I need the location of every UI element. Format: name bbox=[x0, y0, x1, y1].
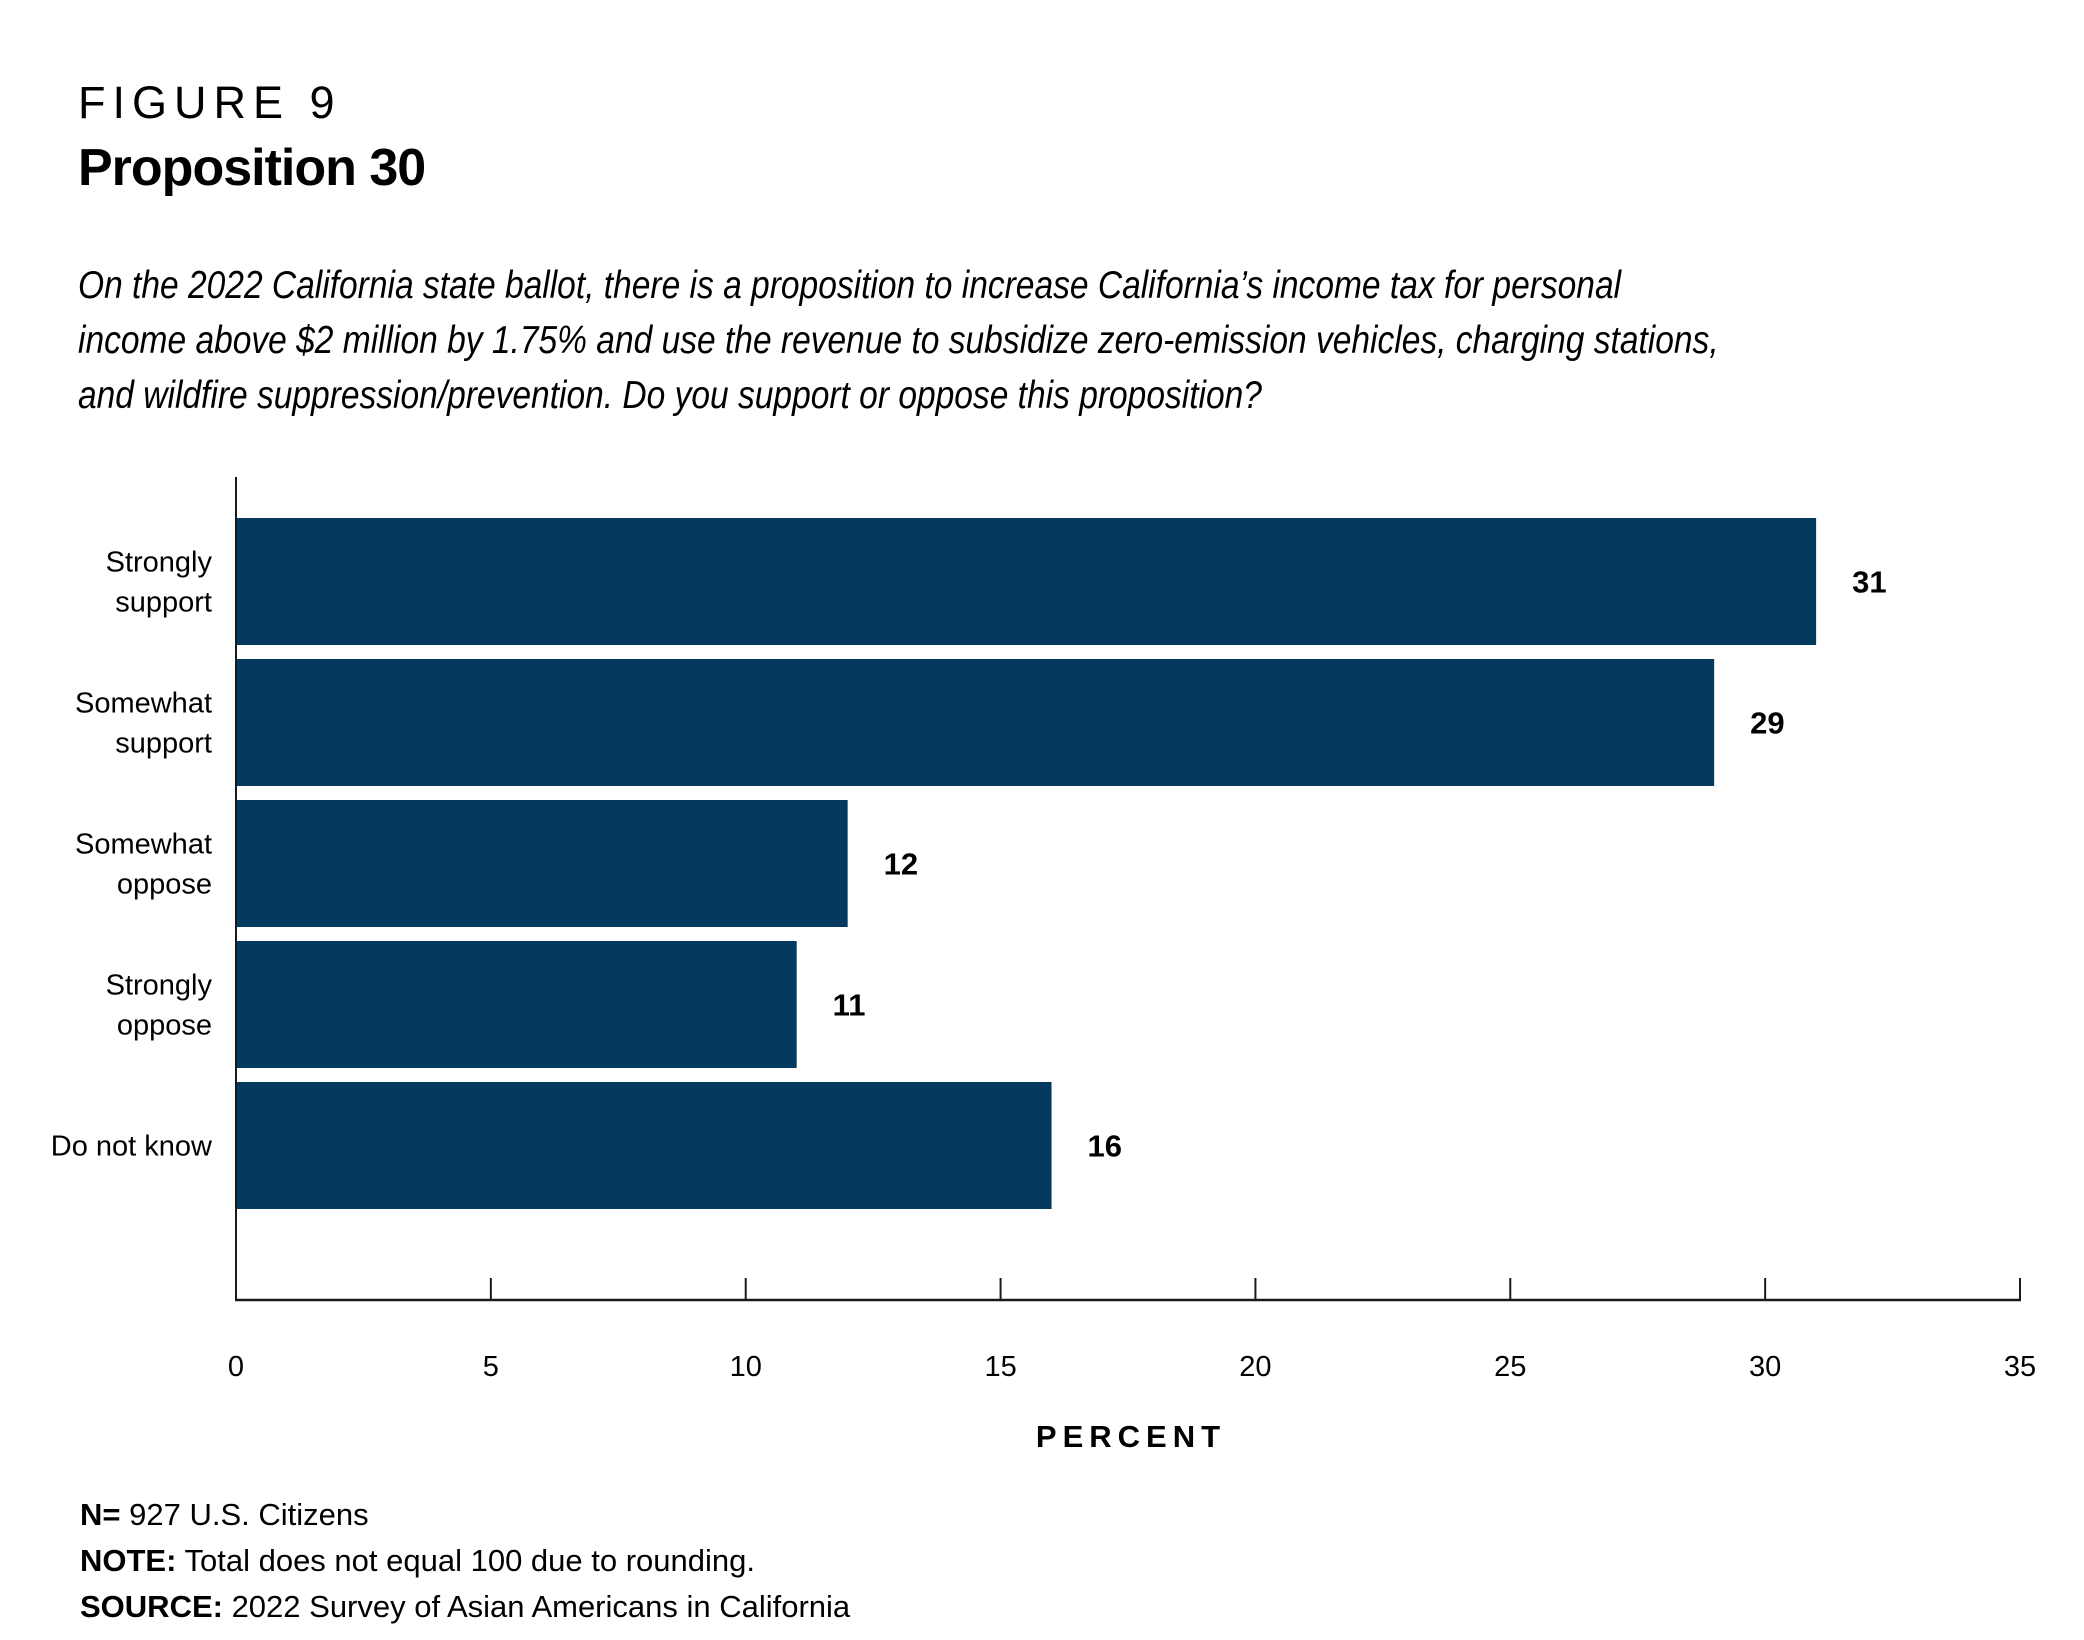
category-label-line: support bbox=[115, 587, 212, 619]
bar bbox=[236, 518, 1817, 645]
x-tick-label: 35 bbox=[2004, 1351, 2036, 1383]
rounding-note: NOTE: Total does not equal 100 due to ro… bbox=[80, 1538, 850, 1584]
footnote-label: SOURCE: bbox=[80, 1589, 223, 1624]
figure-title: Proposition 30 bbox=[78, 139, 426, 197]
question-line: On the 2022 California state ballot, the… bbox=[78, 264, 1622, 307]
x-tick-label: 10 bbox=[730, 1351, 762, 1383]
bar bbox=[236, 659, 1715, 786]
axes: 0 5 10 15 20 25 30 35 bbox=[228, 477, 2036, 1383]
x-tick-label: 20 bbox=[1239, 1351, 1271, 1383]
value-label: 12 bbox=[884, 847, 918, 882]
category-label-line: Strongly bbox=[106, 970, 213, 1002]
x-tick-label: 15 bbox=[984, 1351, 1016, 1383]
category-label: Strongly oppose bbox=[106, 970, 213, 1042]
question-line: and wildfire suppression/prevention. Do … bbox=[78, 374, 1262, 417]
footnote-text: Total does not equal 100 due to rounding… bbox=[176, 1543, 755, 1578]
category-label: Somewhat oppose bbox=[75, 829, 212, 901]
footnotes: N= 927 U.S. Citizens NOTE: Total does no… bbox=[80, 1492, 850, 1630]
source-note: SOURCE: 2022 Survey of Asian Americans i… bbox=[80, 1584, 850, 1630]
category-labels: Strongly support Somewhat support Somewhat op… bbox=[51, 547, 213, 1163]
category-label-line: Somewhat bbox=[75, 688, 212, 720]
category-label-line: support bbox=[115, 728, 212, 760]
category-label: Do not know bbox=[51, 1131, 213, 1163]
bars bbox=[236, 518, 1817, 1209]
x-tick-label: 25 bbox=[1494, 1351, 1526, 1383]
category-label: Strongly support bbox=[106, 547, 213, 619]
question-line: income above $2 million by 1.75% and use… bbox=[78, 319, 1719, 362]
value-label: 11 bbox=[833, 988, 866, 1023]
value-labels: 31 29 12 11 16 bbox=[833, 565, 1887, 1164]
footnote-text: 927 U.S. Citizens bbox=[120, 1497, 369, 1532]
sample-size-note: N= 927 U.S. Citizens bbox=[80, 1492, 850, 1538]
x-tick-label: 5 bbox=[483, 1351, 499, 1383]
value-label: 16 bbox=[1088, 1129, 1122, 1164]
figure-number: FIGURE 9 bbox=[78, 77, 342, 128]
bar bbox=[236, 1082, 1052, 1209]
category-label-line: Do not know bbox=[51, 1131, 213, 1163]
x-axis-title: PERCENT bbox=[1036, 1419, 1226, 1454]
value-label: 29 bbox=[1750, 706, 1784, 741]
survey-question: On the 2022 California state ballot, the… bbox=[78, 258, 2078, 423]
x-tick-label: 30 bbox=[1749, 1351, 1781, 1383]
footnote-text: 2022 Survey of Asian Americans in Califo… bbox=[222, 1589, 851, 1624]
x-tick-label: 0 bbox=[228, 1351, 244, 1383]
footnote-label: NOTE: bbox=[80, 1543, 177, 1578]
category-label-line: oppose bbox=[117, 869, 212, 901]
footnote-label: N= bbox=[80, 1497, 121, 1532]
category-label-line: Strongly bbox=[106, 547, 213, 579]
category-label-line: Somewhat bbox=[75, 829, 212, 861]
category-label: Somewhat support bbox=[75, 688, 212, 760]
bar bbox=[236, 800, 848, 927]
value-label: 31 bbox=[1852, 565, 1886, 600]
bar bbox=[236, 941, 797, 1068]
category-label-line: oppose bbox=[117, 1010, 212, 1042]
